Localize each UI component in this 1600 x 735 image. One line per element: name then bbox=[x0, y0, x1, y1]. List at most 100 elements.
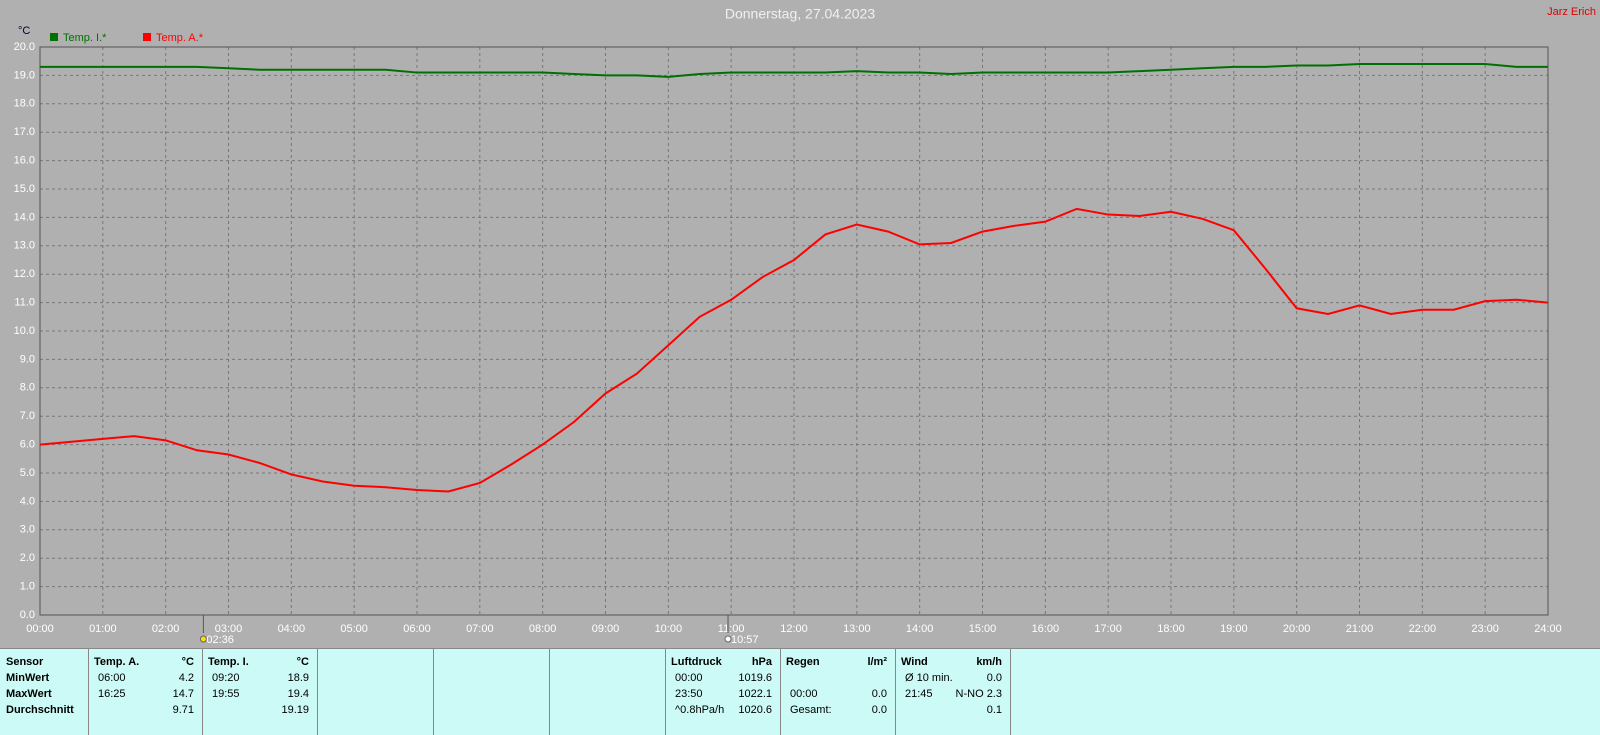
x-tick-label: 07:00 bbox=[466, 623, 494, 635]
y-tick-label: 14.0 bbox=[14, 211, 35, 223]
y-axis-label: °C bbox=[18, 25, 30, 37]
column-separator bbox=[665, 649, 666, 735]
table-cell: °C bbox=[181, 656, 194, 668]
x-tick-label: 19:00 bbox=[1220, 623, 1248, 635]
y-tick-label: 9.0 bbox=[20, 353, 35, 365]
legend-swatch bbox=[143, 33, 151, 41]
table-cell: 1020.6 bbox=[738, 704, 772, 716]
y-tick-label: 17.0 bbox=[14, 126, 35, 138]
y-tick-label: 1.0 bbox=[20, 581, 35, 593]
x-tick-label: 18:00 bbox=[1157, 623, 1185, 635]
x-tick-label: 03:00 bbox=[215, 623, 243, 635]
table-cell: Durchschnitt bbox=[6, 704, 74, 716]
x-tick-label: 05:00 bbox=[340, 623, 368, 635]
x-tick-label: 09:00 bbox=[592, 623, 620, 635]
y-tick-label: 15.0 bbox=[14, 183, 35, 195]
y-tick-label: 12.0 bbox=[14, 268, 35, 280]
x-tick-label: 11:00 bbox=[718, 623, 745, 635]
x-tick-label: 00:00 bbox=[26, 623, 54, 635]
column-separator bbox=[780, 649, 781, 735]
x-tick-label: 17:00 bbox=[1094, 623, 1122, 635]
y-tick-label: 0.0 bbox=[20, 609, 35, 621]
y-tick-label: 2.0 bbox=[20, 552, 35, 564]
y-tick-label: 8.0 bbox=[20, 382, 35, 394]
sun-icon bbox=[724, 635, 732, 643]
marker-label: 02:36 bbox=[206, 634, 234, 646]
y-tick-label: 4.0 bbox=[20, 495, 35, 507]
table-cell: km/h bbox=[976, 656, 1002, 668]
table-cell: MaxWert bbox=[6, 688, 52, 700]
column-separator bbox=[202, 649, 203, 735]
x-tick-label: 20:00 bbox=[1283, 623, 1311, 635]
table-cell: 4.2 bbox=[178, 672, 194, 684]
table-cell: Wind bbox=[901, 656, 928, 668]
table-cell: 00:00 bbox=[790, 688, 818, 700]
table-cell: 0.0 bbox=[986, 672, 1002, 684]
table-cell: Temp. I. bbox=[208, 656, 249, 668]
x-tick-label: 06:00 bbox=[403, 623, 431, 635]
table-cell: hPa bbox=[751, 656, 772, 668]
y-tick-label: 20.0 bbox=[14, 41, 35, 53]
x-tick-label: 14:00 bbox=[906, 623, 934, 635]
x-tick-label: 02:00 bbox=[152, 623, 180, 635]
y-tick-label: 13.0 bbox=[14, 240, 35, 252]
table-cell: 9.71 bbox=[172, 704, 194, 716]
table-cell: Gesamt: bbox=[790, 704, 832, 716]
table-cell: Regen bbox=[786, 656, 820, 668]
column-separator bbox=[317, 649, 318, 735]
column-separator bbox=[895, 649, 896, 735]
table-cell: N-NO 2.3 bbox=[955, 688, 1002, 700]
table-cell: 19:55 bbox=[212, 688, 240, 700]
y-tick-label: 10.0 bbox=[14, 325, 35, 337]
legend-label: Temp. A.* bbox=[156, 32, 204, 44]
table-cell: 0.0 bbox=[871, 704, 887, 716]
y-tick-label: 11.0 bbox=[14, 297, 35, 309]
table-cell: 1019.6 bbox=[738, 672, 772, 684]
column-separator bbox=[1010, 649, 1011, 735]
table-cell: 16:25 bbox=[98, 688, 126, 700]
y-tick-label: 6.0 bbox=[20, 439, 35, 451]
chart: Donnerstag, 27.04.2023 Jarz Erich °C 0.0… bbox=[14, 6, 1596, 646]
marker-label: 10:57 bbox=[731, 634, 759, 646]
table-cell: Temp. A. bbox=[94, 656, 140, 668]
x-tick-label: 24:00 bbox=[1534, 623, 1562, 635]
table-cell: MinWert bbox=[6, 672, 50, 684]
table-cell: Ø 10 min. bbox=[905, 672, 953, 684]
y-tick-label: 7.0 bbox=[20, 410, 35, 422]
table-cell: 23:50 bbox=[675, 688, 703, 700]
y-tick-label: 19.0 bbox=[14, 69, 35, 81]
x-tick-label: 08:00 bbox=[529, 623, 557, 635]
x-tick-label: 16:00 bbox=[1032, 623, 1060, 635]
table-cell: 1022.1 bbox=[738, 688, 772, 700]
x-tick-label: 21:00 bbox=[1346, 623, 1374, 635]
column-separator bbox=[88, 649, 89, 735]
x-tick-label: 13:00 bbox=[843, 623, 871, 635]
sun-icon bbox=[199, 635, 207, 643]
column-separator bbox=[433, 649, 434, 735]
table-cell: 19.4 bbox=[287, 688, 309, 700]
chart-title: Donnerstag, 27.04.2023 bbox=[725, 6, 875, 22]
plot-border bbox=[39, 46, 1549, 616]
table-cell: °C bbox=[296, 656, 309, 668]
legend-label: Temp. I.* bbox=[63, 32, 107, 44]
legend-swatch bbox=[50, 33, 58, 41]
table-cell: 0.1 bbox=[986, 704, 1002, 716]
table-cell: l/m² bbox=[867, 656, 887, 668]
table-cell: 0.0 bbox=[871, 688, 887, 700]
table-cell: 09:20 bbox=[212, 672, 240, 684]
table-cell: Sensor bbox=[6, 656, 44, 668]
table-cell: 19.19 bbox=[281, 704, 309, 716]
x-tick-label: 04:00 bbox=[278, 623, 306, 635]
column-separator bbox=[549, 649, 550, 735]
x-tick-label: 23:00 bbox=[1471, 623, 1499, 635]
table-cell: 18.9 bbox=[287, 672, 309, 684]
table-cell: Luftdruck bbox=[671, 656, 722, 668]
x-tick-label: 12:00 bbox=[780, 623, 808, 635]
table-cell: ^0.8hPa/h bbox=[675, 704, 725, 716]
author: Jarz Erich bbox=[1547, 6, 1596, 18]
y-tick-label: 18.0 bbox=[14, 98, 35, 110]
stats-table: Sensor MinWert MaxWert Durchschnitt Temp. A.… bbox=[0, 648, 1600, 735]
x-tick-label: 10:00 bbox=[655, 623, 683, 635]
x-tick-label: 15:00 bbox=[969, 623, 997, 635]
